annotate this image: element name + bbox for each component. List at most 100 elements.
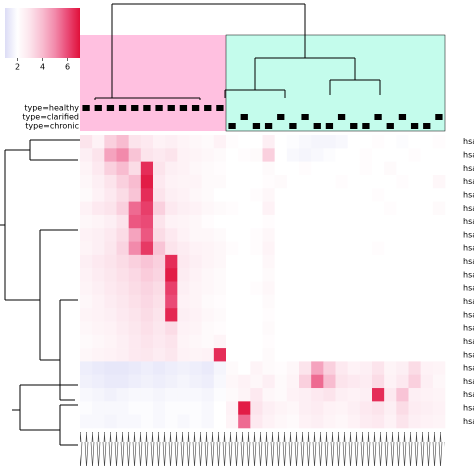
heatmap-cell — [116, 361, 129, 376]
heatmap-cell — [104, 374, 117, 389]
heatmap-cell — [408, 361, 421, 376]
heatmap-cell — [335, 361, 348, 376]
heatmap-cell — [372, 321, 385, 336]
heatmap-cell — [299, 401, 312, 415]
heatmap-cell — [432, 161, 446, 176]
heatmap-cell — [396, 414, 409, 429]
heatmap-cell — [250, 414, 263, 429]
heatmap-cell — [238, 414, 251, 429]
heatmap-cell — [177, 308, 190, 322]
heatmap-cell — [262, 294, 275, 309]
heatmap-cell — [116, 254, 129, 269]
heatmap-cell — [213, 374, 227, 389]
heatmap-cell — [165, 388, 178, 402]
heatmap-cell — [432, 334, 446, 349]
heatmap-cell — [153, 401, 166, 415]
heatmap-cell — [408, 268, 421, 282]
heatmap-cell — [80, 241, 93, 256]
heatmap-cell — [238, 308, 251, 322]
annotation-cell — [167, 105, 175, 111]
heatmap-cell — [335, 334, 348, 349]
heatmap-cell — [347, 148, 361, 162]
heatmap-cell — [92, 388, 105, 402]
heatmap-cell — [238, 401, 251, 415]
annotation-cell — [398, 114, 407, 120]
heatmap-cell — [165, 348, 178, 362]
annotation-cell — [191, 105, 200, 111]
heatmap-cell — [153, 201, 166, 216]
heatmap-cell — [420, 414, 434, 429]
heatmap-cell — [384, 401, 397, 415]
heatmap-cell — [177, 214, 190, 229]
heatmap-cell — [177, 268, 190, 282]
heatmap-cell — [165, 228, 178, 242]
heatmap-cell — [420, 188, 434, 202]
heatmap-cell — [153, 254, 166, 269]
heatmap-cell — [311, 388, 324, 402]
heatmap-cell — [80, 281, 93, 296]
heatmap-cell — [396, 321, 409, 336]
heatmap-cell — [213, 401, 227, 415]
heatmap-cell — [104, 321, 117, 336]
heatmap-cell — [226, 268, 239, 282]
heatmap-cell — [432, 214, 446, 229]
heatmap-cell — [299, 188, 312, 202]
heatmap-cell — [238, 268, 251, 282]
heatmap-cell — [384, 348, 397, 362]
heatmap-cell — [250, 374, 263, 389]
annotation-cell — [155, 114, 162, 120]
annotation-cell — [387, 105, 394, 111]
heatmap-cell — [311, 188, 324, 202]
heatmap-cell — [189, 174, 202, 189]
heatmap-cell — [359, 414, 373, 429]
heatmap-cell — [80, 308, 93, 322]
heatmap-cell — [347, 334, 361, 349]
heatmap-cell — [140, 201, 154, 216]
heatmap-cell — [335, 268, 348, 282]
heatmap-cell — [299, 201, 312, 216]
annotation-cell — [94, 105, 102, 111]
heatmap-cell — [238, 214, 251, 229]
heatmap-cell — [128, 348, 142, 362]
heatmap-cell — [384, 135, 397, 149]
heatmap-cell — [359, 321, 373, 336]
annotation-cell — [326, 114, 333, 120]
heatmap-cell — [213, 388, 227, 402]
heatmap-cell — [116, 281, 129, 296]
heatmap-cell — [347, 401, 361, 415]
heatmap-cell — [311, 135, 324, 149]
heatmap-cell — [238, 228, 251, 242]
heatmap-cell — [165, 308, 178, 322]
heatmap-cell — [92, 348, 105, 362]
heatmap-cell — [153, 281, 166, 296]
heatmap-cell — [92, 228, 105, 242]
heatmap-cell — [140, 334, 154, 349]
heatmap-cell — [347, 308, 361, 322]
heatmap-cell — [335, 201, 348, 216]
heatmap-cell — [384, 228, 397, 242]
heatmap-cell — [420, 148, 434, 162]
heatmap-cell — [286, 135, 300, 149]
heatmap-cell — [384, 414, 397, 429]
heatmap-cell — [128, 414, 142, 429]
heatmap-cell — [359, 148, 373, 162]
heatmap-cell — [299, 308, 312, 322]
heatmap-cell — [286, 321, 300, 336]
heatmap-cell — [165, 294, 178, 309]
heatmap-cell — [347, 254, 361, 269]
heatmap-cell — [372, 174, 385, 189]
heatmap-cell — [80, 214, 93, 229]
heatmap-cell — [432, 388, 446, 402]
annotation-cell — [228, 123, 236, 129]
heatmap-cell — [165, 334, 178, 349]
heatmap-cell — [201, 414, 215, 429]
heatmap-cell — [323, 135, 336, 149]
heatmap-cell — [384, 334, 397, 349]
heatmap-cell — [432, 254, 446, 269]
heatmap-cell — [396, 374, 409, 389]
annotation-cell — [277, 105, 284, 111]
heatmap-cell — [432, 361, 446, 376]
heatmap-cell — [262, 334, 275, 349]
annotation-cell — [119, 123, 126, 129]
heatmap-cell — [359, 281, 373, 296]
